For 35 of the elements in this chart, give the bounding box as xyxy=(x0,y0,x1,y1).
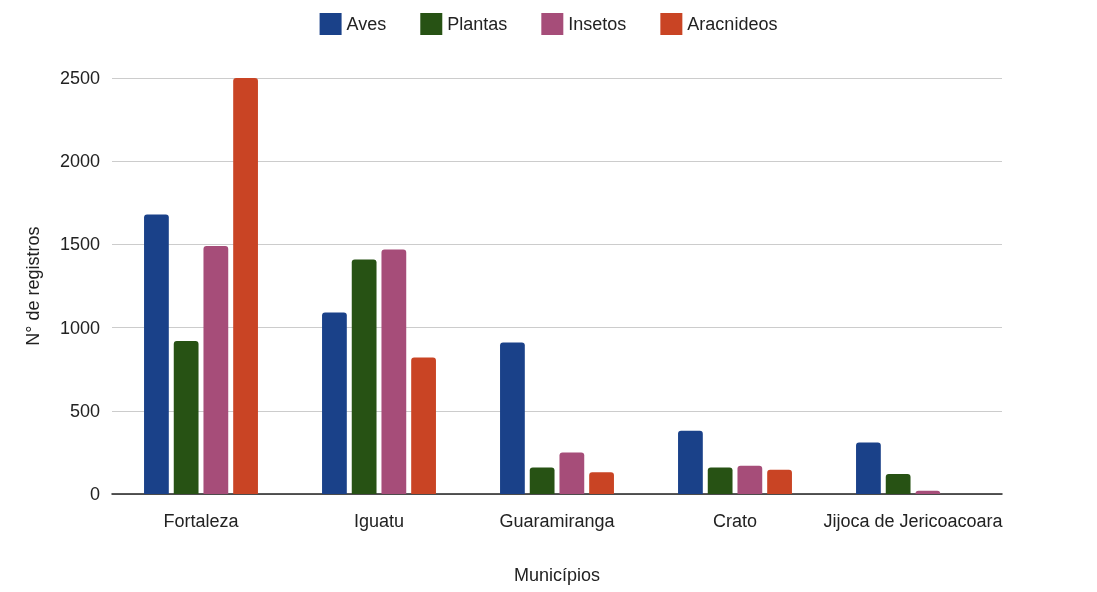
bar xyxy=(500,342,525,494)
bar xyxy=(233,78,258,494)
bar xyxy=(322,312,347,494)
y-tick-label: 1500 xyxy=(59,234,100,255)
bar xyxy=(381,249,407,494)
bar xyxy=(707,467,733,494)
x-tick-label: Crato xyxy=(712,511,758,531)
legend-label: Aracnideos xyxy=(687,14,778,34)
bar xyxy=(173,340,199,494)
y-tick-label: 0 xyxy=(89,484,100,504)
legend-label: Aves xyxy=(346,14,387,34)
bar xyxy=(559,452,585,494)
bar xyxy=(856,442,881,494)
bar xyxy=(767,469,792,494)
legend-label: Plantas xyxy=(447,14,508,34)
y-tick-label: 1000 xyxy=(59,317,100,338)
bar xyxy=(203,246,229,494)
y-tick-label: 2500 xyxy=(59,68,100,88)
y-tick-label: 2000 xyxy=(59,151,100,172)
x-tick-label: Fortaleza xyxy=(163,511,240,531)
x-tick-label: Iguatu xyxy=(353,511,405,531)
x-axis-title: Municípios xyxy=(513,565,601,585)
bar xyxy=(589,472,614,494)
bar xyxy=(529,467,555,494)
bar xyxy=(144,214,169,494)
legend-label: Insetos xyxy=(568,14,627,34)
bar xyxy=(885,474,911,494)
y-axis-title: N° de registros xyxy=(23,226,43,346)
bar xyxy=(351,259,377,494)
x-tick-label: Jijoca de Jericoacoara xyxy=(823,511,1004,531)
bar xyxy=(411,357,436,494)
bar xyxy=(678,430,703,494)
x-tick-label: Guaramiranga xyxy=(499,511,616,531)
y-tick-label: 500 xyxy=(69,400,100,421)
bar xyxy=(737,465,763,494)
